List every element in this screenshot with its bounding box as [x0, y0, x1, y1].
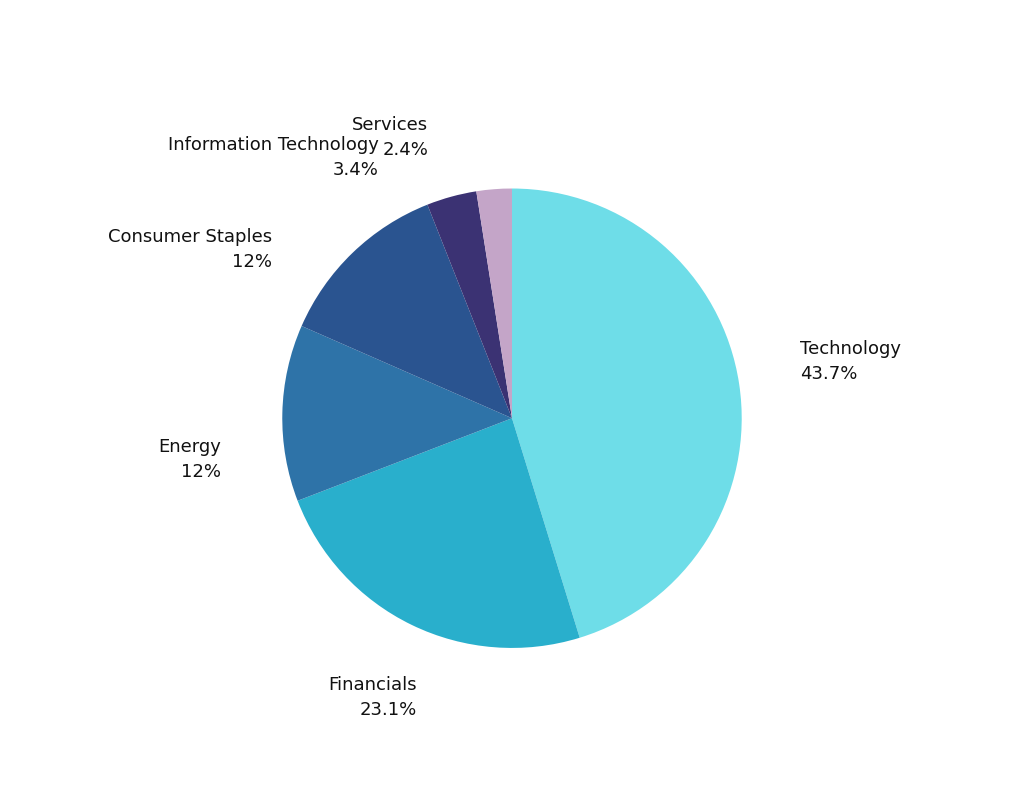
Text: Financials
23.1%: Financials 23.1%	[328, 675, 417, 718]
Wedge shape	[427, 192, 512, 418]
Wedge shape	[298, 418, 580, 648]
Text: Information Technology
3.4%: Information Technology 3.4%	[168, 136, 379, 178]
Wedge shape	[512, 190, 741, 638]
Text: Energy
12%: Energy 12%	[158, 438, 221, 481]
Text: Technology
43.7%: Technology 43.7%	[801, 340, 901, 382]
Wedge shape	[302, 206, 512, 418]
Text: Consumer Staples
12%: Consumer Staples 12%	[108, 227, 272, 271]
Text: Services
2.4%: Services 2.4%	[352, 116, 428, 159]
Wedge shape	[283, 327, 512, 501]
Wedge shape	[476, 190, 512, 418]
